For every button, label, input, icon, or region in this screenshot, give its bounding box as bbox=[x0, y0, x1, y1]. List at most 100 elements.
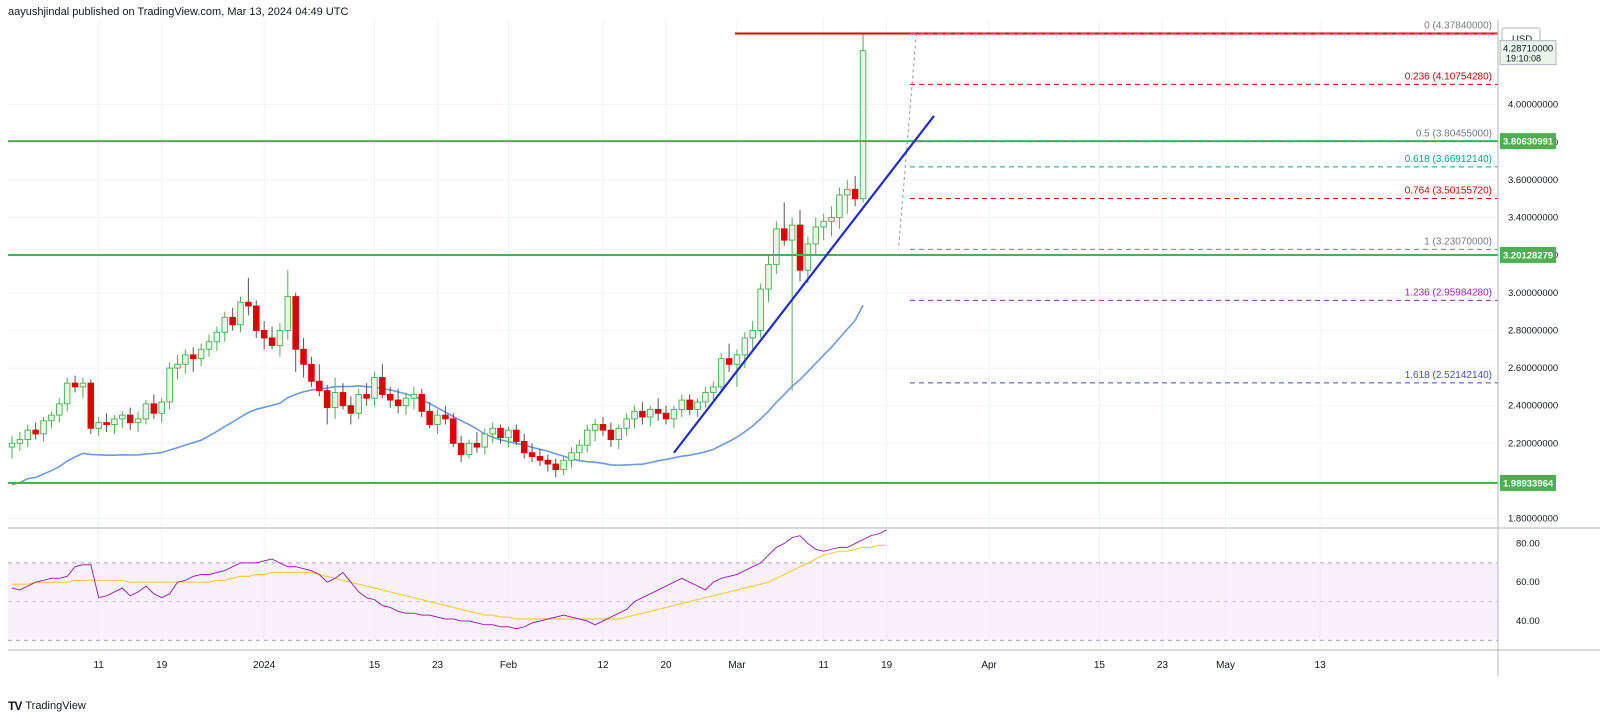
candle bbox=[166, 362, 173, 410]
candle bbox=[56, 398, 63, 423]
candle-body bbox=[560, 459, 567, 471]
candle bbox=[576, 439, 583, 461]
candle bbox=[654, 398, 662, 421]
fib-label: 0 (4.37840000) bbox=[1424, 20, 1492, 31]
candle bbox=[489, 422, 496, 444]
candle-body bbox=[513, 429, 520, 442]
candle-body bbox=[520, 441, 528, 454]
candle bbox=[639, 401, 646, 425]
candle bbox=[434, 409, 441, 434]
level-price-label: 3.80630991 bbox=[1503, 137, 1554, 148]
time-tick-label: Feb bbox=[500, 660, 518, 671]
candle bbox=[24, 424, 32, 448]
price-tick-label: 2.60000000 bbox=[1508, 363, 1558, 374]
trendline[interactable] bbox=[673, 115, 935, 454]
candle-body bbox=[402, 397, 410, 407]
candle bbox=[505, 426, 512, 448]
candle bbox=[544, 454, 552, 472]
rsi-tick-label: 80.00 bbox=[1516, 538, 1540, 549]
candle-body bbox=[292, 296, 299, 350]
candle-body bbox=[221, 316, 229, 333]
candle-body bbox=[552, 463, 559, 471]
time-tick-label: Apr bbox=[981, 660, 997, 671]
candle-body bbox=[394, 399, 402, 407]
fib-label: 1.236 (2.95984280) bbox=[1405, 287, 1492, 298]
candle bbox=[260, 321, 268, 350]
price-tick-label: 3.40000000 bbox=[1508, 213, 1558, 224]
candle-body bbox=[339, 392, 347, 407]
price-axis[interactable]: 4.000000003.800000003.600000003.40000000… bbox=[1497, 20, 1558, 676]
candle bbox=[426, 401, 433, 429]
candle-body bbox=[623, 418, 630, 429]
candle-body bbox=[631, 410, 638, 420]
price-chart[interactable]: 0 (4.37840000) 0.236 (4.10754280) 0.5 (3.8… bbox=[0, 0, 1600, 690]
price-tick-label: 2.40000000 bbox=[1508, 401, 1558, 412]
candle-body bbox=[87, 382, 95, 429]
candle-body bbox=[788, 224, 796, 241]
levels bbox=[8, 32, 1498, 484]
candle bbox=[268, 326, 276, 350]
candle bbox=[670, 405, 678, 429]
time-tick-label: 23 bbox=[432, 660, 444, 671]
candle-body bbox=[583, 429, 591, 446]
candle bbox=[213, 326, 221, 352]
time-tick-label: 15 bbox=[369, 660, 381, 671]
candle bbox=[197, 343, 205, 367]
candle-body bbox=[465, 442, 473, 456]
time-tick-label: 11 bbox=[93, 660, 104, 671]
candle bbox=[87, 379, 95, 434]
candle bbox=[773, 221, 780, 274]
candle bbox=[63, 377, 71, 412]
time-tick-label: May bbox=[1216, 660, 1235, 671]
candle bbox=[79, 377, 87, 399]
candle-body bbox=[591, 424, 599, 431]
candle-body bbox=[205, 341, 213, 350]
candle bbox=[473, 432, 481, 453]
candle bbox=[623, 413, 630, 436]
candle bbox=[111, 415, 118, 434]
candle bbox=[323, 385, 331, 425]
candle-body bbox=[268, 337, 276, 346]
fibonacci-levels: 0 (4.37840000) 0.236 (4.10754280) 0.5 (3.8… bbox=[897, 20, 1498, 384]
candle bbox=[457, 435, 465, 463]
time-tick-label: 19 bbox=[156, 660, 168, 671]
price-tick-label: 3.60000000 bbox=[1508, 175, 1558, 186]
candle bbox=[528, 443, 536, 463]
level-price-tag bbox=[1500, 246, 1556, 263]
candle bbox=[583, 424, 591, 453]
candle bbox=[245, 277, 252, 316]
candle-body bbox=[189, 354, 197, 360]
tradingview-footer[interactable]: TV TradingView bbox=[8, 698, 86, 714]
time-tick-label: 23 bbox=[1157, 660, 1169, 671]
candle-body bbox=[773, 228, 780, 266]
candle bbox=[552, 458, 559, 478]
candle-body bbox=[670, 409, 678, 420]
candle bbox=[678, 394, 686, 417]
candle bbox=[379, 364, 386, 399]
candle-body bbox=[8, 442, 16, 448]
candle bbox=[615, 424, 623, 449]
fib-label: 1.618 (2.52142140) bbox=[1405, 370, 1492, 381]
candle-body bbox=[544, 459, 552, 465]
candle-body bbox=[323, 390, 331, 409]
candle bbox=[134, 411, 142, 433]
candle-body bbox=[331, 392, 339, 409]
candle-body bbox=[639, 410, 646, 418]
candle-body bbox=[647, 409, 654, 418]
candle-body bbox=[308, 363, 315, 382]
candle-body bbox=[836, 194, 843, 219]
candle-body bbox=[725, 358, 733, 365]
candle bbox=[371, 371, 378, 406]
candle-body bbox=[213, 331, 221, 343]
candle bbox=[694, 398, 701, 417]
time-tick-label: 20 bbox=[660, 660, 672, 671]
time-axis[interactable]: 11 19 2024 15 23 Feb 12 20 Mar 11 19 Apr 15 23 May 13 bbox=[8, 649, 1600, 671]
candle bbox=[804, 236, 812, 284]
candle-body bbox=[245, 301, 252, 307]
candle-body bbox=[63, 382, 71, 405]
candle-body bbox=[48, 414, 55, 422]
candle-body bbox=[457, 442, 465, 456]
candle-body bbox=[363, 393, 370, 399]
level-price-label: 3.20128279 bbox=[1503, 250, 1553, 261]
candle-body bbox=[426, 410, 433, 425]
